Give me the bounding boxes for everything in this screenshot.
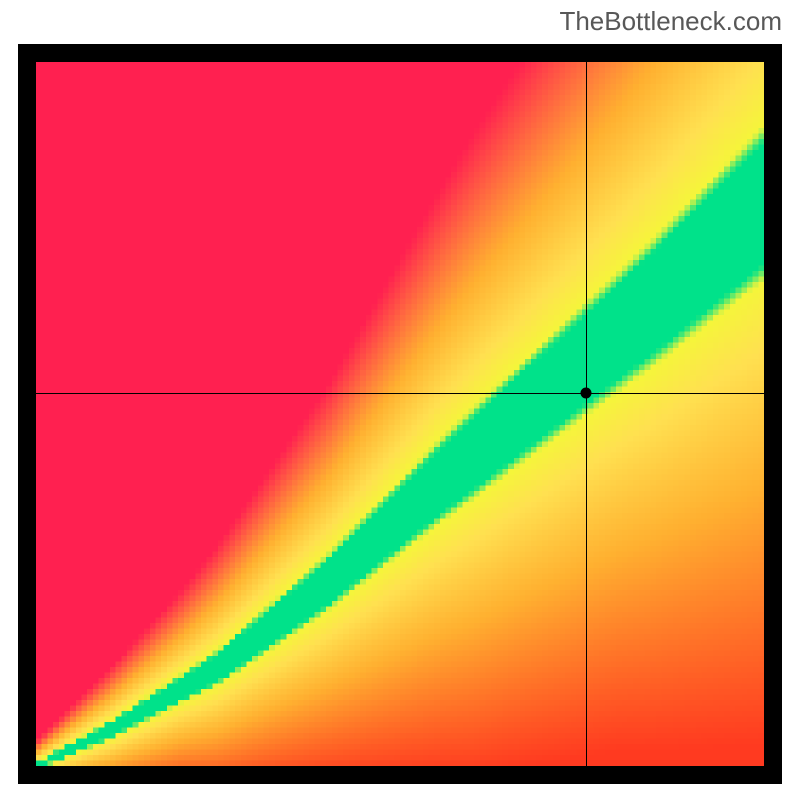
watermark-text: TheBottleneck.com [559,6,782,37]
heatmap-canvas [36,62,764,766]
chart-frame: TheBottleneck.com [0,0,800,800]
plot-area [36,62,764,766]
plot-outer-border [18,44,782,784]
